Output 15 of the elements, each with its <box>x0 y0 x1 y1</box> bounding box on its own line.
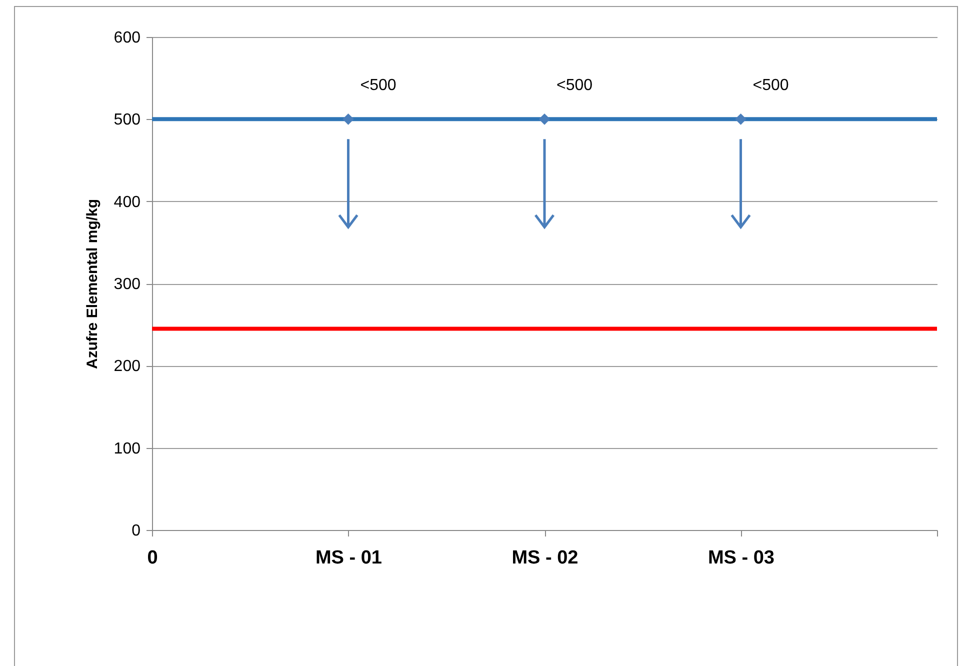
y-axis-title: Azufre Elemental mg/kg <box>84 198 101 370</box>
y-tick-label: 300 <box>114 276 141 293</box>
y-tick-label: 0 <box>132 522 141 540</box>
y-tick-label: 100 <box>114 440 141 458</box>
annotation: <500 <box>360 77 396 94</box>
y-tick-label: 500 <box>114 112 141 129</box>
x-tick-label: MS - 01 <box>315 548 382 568</box>
x-tick-label: 0 <box>147 548 158 568</box>
y-tick-label: 200 <box>114 358 141 376</box>
y-tick-label: 400 <box>114 194 141 211</box>
y-tick-label: 600 <box>114 30 141 46</box>
x-tick-label: MS - 02 <box>512 548 578 568</box>
annotation: <500 <box>752 77 789 94</box>
x-tick-label: MS - 03 <box>708 548 775 568</box>
annotation: <500 <box>556 77 593 94</box>
